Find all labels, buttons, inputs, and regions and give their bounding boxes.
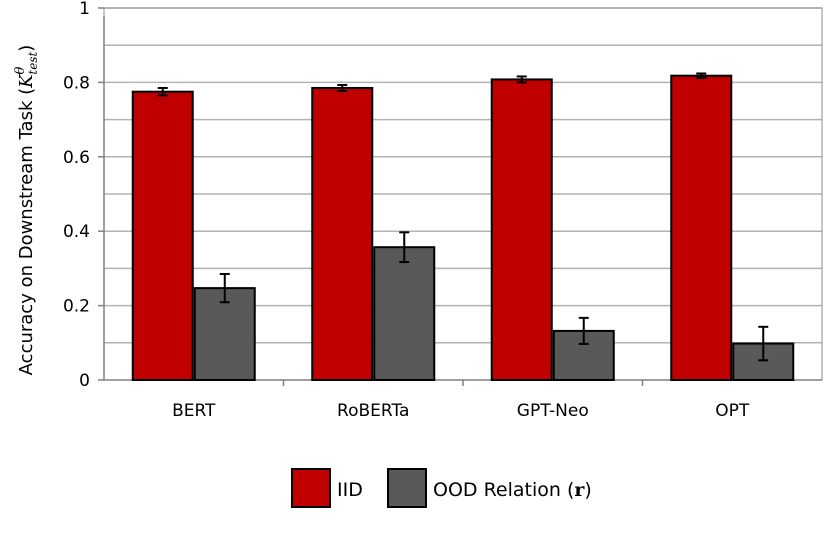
bar-iid-gpt-neo — [490, 78, 553, 381]
legend-label-iid: IID — [337, 479, 363, 501]
x-tick-label: GPT-Neo — [517, 401, 589, 421]
y-tick-label: 0.6 — [63, 148, 90, 168]
x-tick-label: OPT — [715, 401, 750, 421]
x-tick-label: RoBERTa — [337, 401, 409, 421]
y-tick-label: 0.4 — [63, 222, 90, 242]
bar-ood-roberta — [373, 246, 436, 381]
y-tick-label: 0.2 — [63, 297, 90, 317]
x-tick-label: BERT — [172, 401, 216, 421]
legend: IID OOD Relation (r) — [291, 468, 592, 508]
y-tick-label: 0 — [79, 371, 90, 391]
bar-iid-opt — [670, 74, 733, 381]
error-bars — [157, 72, 769, 362]
x-tick-labels: BERT RoBERTa GPT-Neo OPT — [172, 380, 750, 421]
y-axis-label: Accuracy on Downstream Task (Kθtest) — [13, 45, 40, 376]
bar-iid-roberta — [311, 86, 374, 381]
y-tick-label: 1 — [79, 0, 90, 19]
bar-iid-bert — [131, 90, 194, 381]
y-tick-label: 0.8 — [63, 73, 90, 93]
y-tick-labels: 0 0.2 0.4 0.6 0.8 1 — [63, 0, 104, 391]
legend-swatch-ood — [387, 468, 427, 508]
bar-ood-bert — [193, 287, 256, 381]
legend-label-ood: OOD Relation (r) — [433, 479, 592, 501]
bars — [131, 74, 795, 382]
legend-swatch-iid — [291, 468, 331, 508]
